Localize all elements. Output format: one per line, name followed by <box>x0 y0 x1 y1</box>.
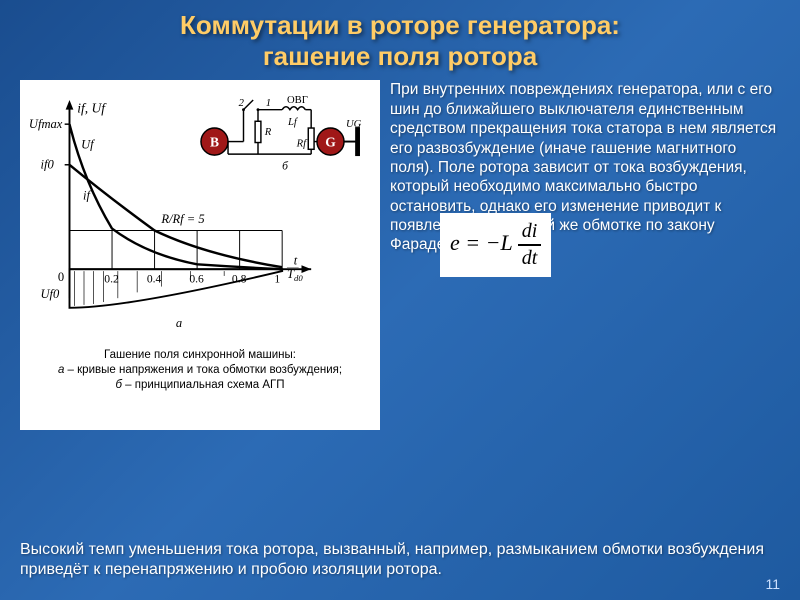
circuit-UG: UG <box>346 119 362 130</box>
uf0-bottom: Uf0 <box>41 288 61 302</box>
chart-and-circuit: В G 2 1 <box>26 86 374 346</box>
content-row: В G 2 1 <box>20 80 780 535</box>
caption-main: Гашение поля синхронной машины: <box>104 349 296 361</box>
formula-den: dt <box>518 246 542 271</box>
caption-a: – кривые напряжения и тока обмотки возбу… <box>64 364 342 376</box>
title-line1: Коммутации в роторе генератора: <box>180 10 620 40</box>
circuit-R: R <box>264 127 272 138</box>
uf-curve-label: Uf <box>81 138 95 152</box>
switch-1: 1 <box>266 98 271 109</box>
zero-label: 0 <box>58 270 64 284</box>
formula-num: di <box>518 219 542 246</box>
circuit-node-B: В <box>210 135 219 150</box>
page-number: 11 <box>765 576 780 592</box>
circuit-Rf: Rf <box>296 139 308 150</box>
curve-uf <box>70 125 283 270</box>
figure-panel: В G 2 1 <box>20 80 380 430</box>
if-curve-label: if <box>83 189 91 203</box>
title-line2: гашение поля ротора <box>263 41 537 71</box>
xtick-1: 0.4 <box>147 273 162 286</box>
formula-box: e = −L di dt <box>440 213 551 277</box>
circuit-node-G: G <box>325 135 336 150</box>
circuit-ovg: ОВГ <box>287 95 308 106</box>
circuit-Lf: Lf <box>287 118 299 129</box>
chart-svg: В G 2 1 <box>26 86 374 346</box>
xtick-4: 1 <box>274 273 280 286</box>
switch-2: 2 <box>239 98 245 109</box>
ufmax-label: Ufmax <box>29 117 63 131</box>
y-axis-label: if, Uf <box>77 101 107 116</box>
xtick-2: 0.6 <box>189 273 204 286</box>
panel-a-label: a <box>176 317 182 331</box>
bottom-paragraph: Высокий темп уменьшения тока ротора, выз… <box>20 540 780 580</box>
figure-caption: Гашение поля синхронной машины: а – крив… <box>26 348 374 393</box>
formula-lhs: e = −L <box>450 230 512 255</box>
body-text-panel: При внутренних повреждениях генератора, … <box>390 80 780 535</box>
xtick-0: 0.2 <box>104 273 119 286</box>
slide-title: Коммутации в роторе генератора: гашение … <box>20 10 780 72</box>
x-axis-label: t ___ Td0 <box>286 254 303 283</box>
ratio-label: R/Rf = 5 <box>160 212 204 226</box>
caption-b: – принципиальная схема АГП <box>122 379 285 391</box>
panel-b-label: б <box>282 160 289 173</box>
if0-label: if0 <box>41 158 55 172</box>
